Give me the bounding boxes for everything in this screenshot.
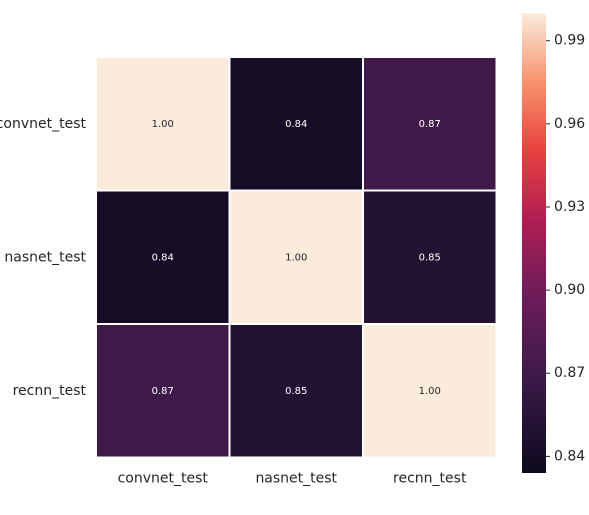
cell-value-label: 0.87: [152, 386, 174, 397]
cell-value-label: 0.84: [152, 252, 174, 263]
colorbar-tick-label: 0.84: [554, 448, 585, 464]
heatmap-cell-recnn_test-nasnet_test: [228, 323, 364, 459]
heatmap-cell-labels: 1.00 0.84 0.87 0.84 1.00 0.85 0.87 0.85 1.00: [152, 119, 441, 397]
cell-value-label: 0.85: [285, 386, 307, 397]
row-label: convnet_test: [0, 116, 86, 132]
colorbar-gradient: [522, 13, 546, 473]
colorbar-tick-label: 0.90: [554, 282, 585, 298]
cell-value-label: 0.84: [285, 119, 307, 130]
column-label: recnn_test: [393, 471, 467, 487]
heatmap-cell-convnet_test-convnet_test: [95, 56, 231, 192]
heatmap-cell-nasnet_test-recnn_test: [362, 189, 498, 325]
colorbar-tick-label: 0.93: [554, 199, 585, 215]
colorbar: [522, 13, 546, 473]
heatmap-cell-recnn_test-recnn_test: [362, 323, 498, 459]
row-label: recnn_test: [13, 383, 87, 399]
colorbar-tick-label: 0.99: [554, 33, 585, 49]
row-labels: convnet_test nasnet_test recnn_test: [0, 116, 87, 399]
cell-value-label: 0.85: [419, 252, 441, 263]
cell-value-label: 1.00: [285, 252, 307, 263]
column-label: nasnet_test: [255, 471, 337, 487]
cell-value-label: 0.87: [419, 119, 441, 130]
heatmap-cells: [95, 56, 498, 459]
column-label: convnet_test: [118, 471, 209, 487]
colorbar-tick-label: 0.96: [554, 116, 585, 132]
row-label: nasnet_test: [4, 249, 86, 265]
heatmap-cell-nasnet_test-convnet_test: [95, 189, 231, 325]
colorbar-tick-label: 0.87: [554, 365, 585, 381]
heatmap-cell-convnet_test-recnn_test: [362, 56, 498, 192]
colorbar-ticks: 0.84 0.87 0.90 0.93 0.96 0.99: [546, 33, 585, 464]
heatmap-cell-convnet_test-nasnet_test: [228, 56, 364, 192]
column-labels: convnet_test nasnet_test recnn_test: [118, 471, 467, 487]
heatmap-cell-recnn_test-convnet_test: [95, 323, 231, 459]
cell-value-label: 1.00: [419, 386, 441, 397]
cell-value-label: 1.00: [152, 119, 174, 130]
